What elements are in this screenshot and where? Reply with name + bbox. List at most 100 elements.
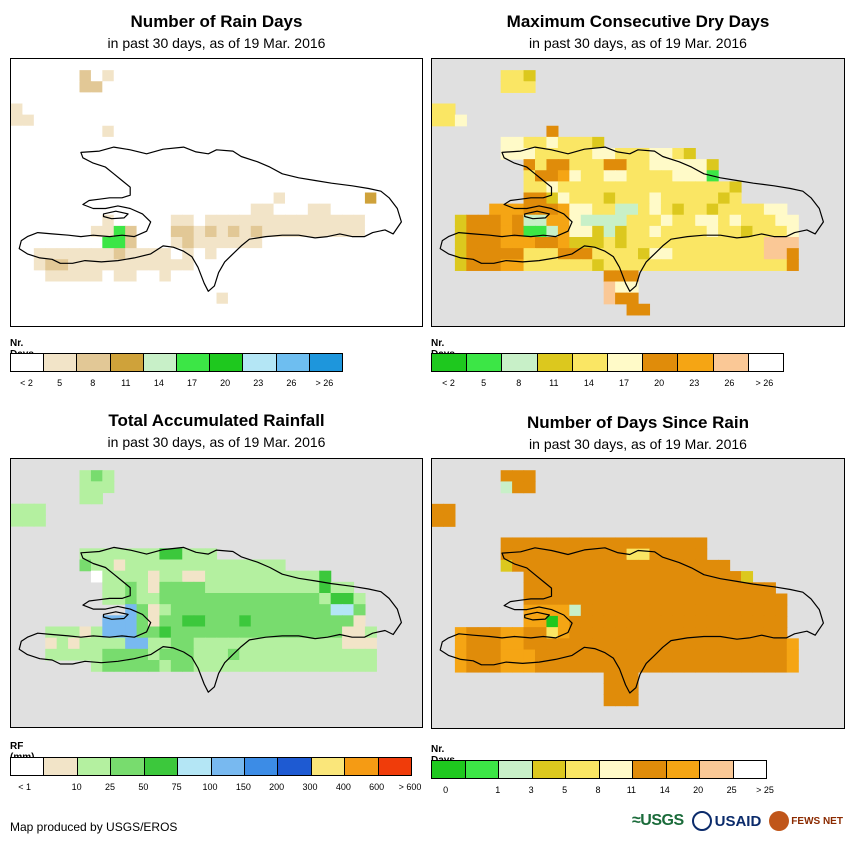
grid-cell	[239, 648, 252, 661]
grid-cell	[353, 292, 366, 305]
grid-cell	[353, 81, 366, 93]
grid-cell	[319, 59, 332, 71]
grid-cell	[512, 649, 525, 662]
grid-cell	[307, 303, 320, 316]
grid-cell	[136, 559, 149, 572]
grid-cell	[273, 92, 286, 105]
grid-cell	[33, 170, 46, 182]
grid-cell	[193, 292, 206, 305]
grid-cell	[296, 159, 309, 171]
grid-cell	[376, 203, 389, 216]
grid-cell	[580, 225, 593, 238]
grid-cell	[79, 237, 92, 249]
grid-cell	[319, 225, 332, 238]
grid-cell	[638, 214, 651, 227]
grid-cell	[535, 225, 548, 238]
grid-cell	[615, 660, 628, 673]
grid-cell	[182, 136, 195, 149]
grid-cell	[193, 548, 206, 561]
grid-cell	[638, 638, 651, 651]
grid-cell	[90, 570, 103, 583]
grid-cell	[239, 593, 252, 605]
grid-cell	[500, 237, 513, 249]
grid-cell	[90, 92, 103, 105]
grid-cell	[56, 292, 69, 305]
grid-cell	[546, 660, 559, 673]
grid-cell	[90, 259, 103, 271]
grid-cell	[695, 537, 708, 550]
grid-cell	[205, 581, 218, 594]
grid-cell	[262, 159, 275, 171]
grid-cell	[353, 148, 366, 160]
grid-cell	[330, 648, 343, 661]
grid-cell	[523, 548, 536, 561]
grid-cell	[285, 192, 298, 205]
legend-label: 1	[495, 785, 501, 795]
grid-cell	[159, 292, 172, 305]
grid-cell	[592, 627, 605, 639]
grid-cell	[159, 660, 172, 672]
grid-cell	[273, 214, 286, 227]
grid-cell	[193, 237, 206, 249]
grid-cell	[11, 81, 24, 93]
grid-cell	[45, 114, 58, 127]
grid-cell	[500, 214, 513, 227]
grid-cell	[33, 270, 46, 283]
grid-cell	[569, 582, 582, 595]
grid-cell	[672, 248, 685, 260]
grid-cell	[353, 281, 366, 294]
grid-cell	[102, 559, 115, 572]
grid-cell	[638, 170, 651, 182]
grid-cell	[307, 259, 320, 271]
grid-cell	[102, 136, 115, 149]
grid-cell	[512, 660, 525, 673]
grid-cell	[227, 170, 240, 182]
grid-cell	[660, 559, 673, 572]
grid-cell	[410, 70, 422, 82]
grid-cell	[683, 559, 696, 572]
grid-cell	[33, 81, 46, 93]
grid-cell	[512, 225, 525, 238]
grid-cell	[353, 626, 366, 639]
grid-cell	[285, 92, 298, 105]
grid-cell	[364, 281, 377, 294]
legend-swatch	[345, 758, 379, 775]
grid-cell	[45, 648, 58, 661]
grid-cell	[763, 237, 776, 249]
grid-cell	[569, 548, 582, 561]
grid-cell	[353, 259, 366, 271]
grid-cell	[56, 70, 69, 82]
grid-cell	[68, 159, 81, 171]
grid-cell	[752, 649, 765, 662]
grid-cell	[125, 70, 138, 82]
grid-cell	[307, 626, 320, 639]
grid-cell	[557, 181, 570, 194]
grid-cell	[102, 570, 115, 583]
grid-cell	[148, 225, 161, 238]
grid-cell	[535, 259, 548, 271]
grid-cell	[376, 259, 389, 271]
grid-cell	[319, 259, 332, 271]
grid-cell	[500, 148, 513, 160]
legend-swatch	[713, 354, 749, 371]
grid-cell	[387, 114, 400, 127]
grid-cell	[125, 626, 138, 639]
grid-cell	[216, 92, 229, 105]
grid-cell	[11, 70, 24, 82]
usgs-logo: ≈USGS	[632, 812, 684, 829]
grid-cell	[319, 270, 332, 283]
grid-cell	[695, 225, 708, 238]
grid-cell	[285, 593, 298, 605]
grid-cell	[718, 203, 731, 216]
grid-cell	[239, 570, 252, 583]
grid-cell	[113, 92, 126, 105]
grid-cell	[285, 181, 298, 194]
grid-cell	[205, 303, 218, 316]
grid-cell	[319, 303, 332, 316]
grid-cell	[205, 314, 218, 326]
grid-cell	[45, 103, 58, 116]
grid-cell	[79, 548, 92, 561]
grid-cell	[11, 514, 24, 527]
grid-cell	[159, 648, 172, 661]
grid-cell	[592, 537, 605, 550]
